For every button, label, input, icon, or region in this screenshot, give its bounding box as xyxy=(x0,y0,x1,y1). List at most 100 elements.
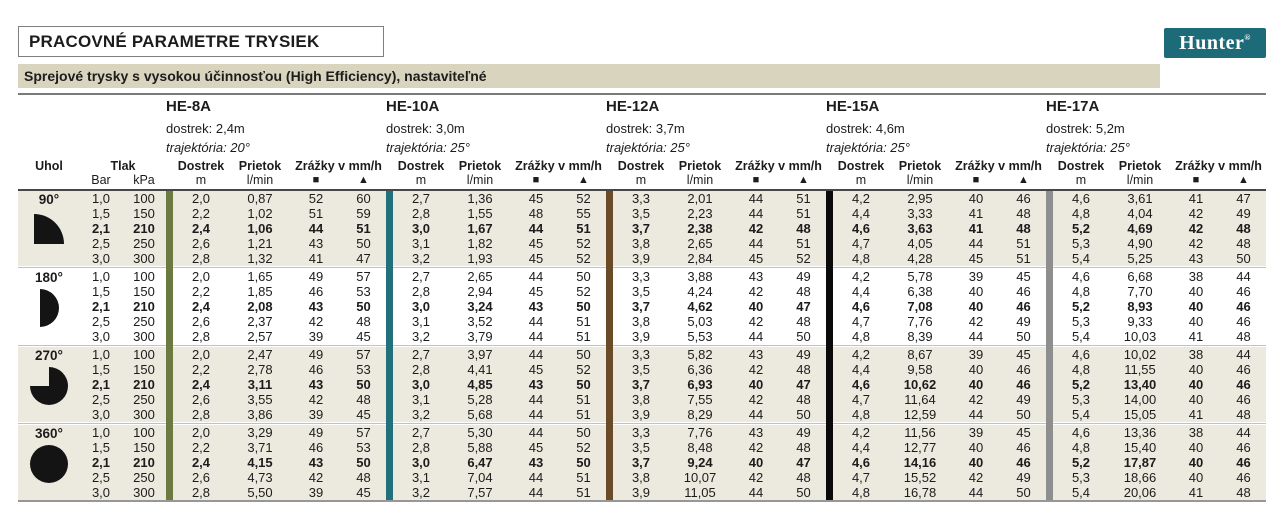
nozzle-range: dostrek: 5,2m xyxy=(1046,121,1125,136)
value-cell: 51 xyxy=(576,392,591,407)
value-cell: 47 xyxy=(1236,191,1251,206)
value-cell: 9,24 xyxy=(687,455,713,470)
value-cell: 2,8 xyxy=(191,329,211,344)
value-cell: 4,28 xyxy=(907,251,933,266)
value-cell: 3,9 xyxy=(631,485,651,500)
pressure-kpa-cell: 300 xyxy=(133,251,155,266)
value-cell: 48 xyxy=(528,206,544,221)
value-cell: 50 xyxy=(796,329,811,344)
value-cell: 4,7 xyxy=(851,314,871,329)
value-cell: 45 xyxy=(528,440,544,455)
nozzle-name: HE-10A xyxy=(386,98,440,115)
value-cell: 4,4 xyxy=(851,440,871,455)
band-divider xyxy=(18,422,1266,425)
value-cell: 3,1 xyxy=(411,470,431,485)
value-cell: 3,33 xyxy=(907,206,933,221)
value-cell: 48 xyxy=(1016,221,1031,236)
value-cell: 3,8 xyxy=(631,470,651,485)
value-cell: 42 xyxy=(748,221,764,236)
value-cell: 5,2 xyxy=(1071,455,1091,470)
value-cell: 5,4 xyxy=(1071,329,1091,344)
value-cell: 48 xyxy=(796,362,811,377)
value-cell: 2,0 xyxy=(191,347,211,362)
value-cell: 46 xyxy=(1016,377,1031,392)
value-cell: 38 xyxy=(1188,269,1204,284)
value-cell: 49 xyxy=(1016,314,1031,329)
value-cell: 5,50 xyxy=(247,485,273,500)
value-cell: 3,5 xyxy=(631,440,651,455)
value-cell: 44 xyxy=(528,314,544,329)
value-cell: 4,7 xyxy=(851,236,871,251)
band-divider xyxy=(18,344,1266,347)
value-cell: 40 xyxy=(968,455,984,470)
value-cell: 2,01 xyxy=(687,191,713,206)
value-cell: 2,65 xyxy=(467,269,493,284)
angle-cell: 90° xyxy=(18,191,80,266)
unit-m: m xyxy=(195,173,207,187)
value-cell: 2,6 xyxy=(191,392,211,407)
table-bottom-rule xyxy=(18,500,1266,502)
nozzle-name: HE-15A xyxy=(826,98,880,115)
registered-mark: ® xyxy=(1244,32,1251,42)
value-cell: 45 xyxy=(528,251,544,266)
value-cell: 4,62 xyxy=(687,299,713,314)
square-symbol-icon: ■ xyxy=(752,174,760,186)
value-cell: 5,30 xyxy=(467,425,493,440)
value-cell: 3,2 xyxy=(411,485,431,500)
value-cell: 44 xyxy=(748,191,764,206)
table-header: Uhol Tlak Bar kPa HE-8A dostrek: 2,4m traj… xyxy=(18,96,1266,189)
pressure-kpa-cell: 100 xyxy=(133,269,155,284)
value-cell: 40 xyxy=(748,377,764,392)
value-cell: 2,08 xyxy=(247,299,273,314)
value-cell: 15,52 xyxy=(903,470,937,485)
value-cell: 4,2 xyxy=(851,269,871,284)
value-cell: 3,29 xyxy=(247,425,273,440)
nozzle-trajectory: trajektória: 25° xyxy=(1046,140,1130,155)
value-cell: 1,32 xyxy=(247,251,273,266)
value-cell: 48 xyxy=(796,221,811,236)
value-cell: 48 xyxy=(1016,206,1031,221)
value-cell: 44 xyxy=(748,407,764,422)
value-cell: 3,0 xyxy=(411,377,431,392)
value-cell: 4,2 xyxy=(851,191,871,206)
square-symbol-icon: ■ xyxy=(532,174,540,186)
value-cell: 5,4 xyxy=(1071,251,1091,266)
value-cell: 7,55 xyxy=(687,392,713,407)
value-cell: 3,5 xyxy=(631,362,651,377)
value-cell: 42 xyxy=(748,362,764,377)
pressure-bar-cell: 1,5 xyxy=(91,440,111,455)
value-cell: 2,7 xyxy=(411,269,431,284)
value-cell: 3,5 xyxy=(631,284,651,299)
value-cell: 39 xyxy=(308,407,324,422)
pressure-kpa-cell: 150 xyxy=(133,284,155,299)
value-cell: 2,2 xyxy=(191,440,211,455)
value-cell: 55 xyxy=(576,206,591,221)
value-cell: 4,85 xyxy=(467,377,493,392)
pressure-kpa-cell: 300 xyxy=(133,329,155,344)
value-cell: 2,2 xyxy=(191,362,211,377)
value-cell: 2,4 xyxy=(191,377,211,392)
unit-bar: Bar xyxy=(91,173,111,187)
unit-lmin: l/min xyxy=(686,173,714,187)
value-cell: 48 xyxy=(796,284,811,299)
pressure-bar-cell: 2,5 xyxy=(91,392,111,407)
value-cell: 3,86 xyxy=(247,407,273,422)
value-cell: 5,88 xyxy=(467,440,493,455)
unit-kpa: kPa xyxy=(133,173,155,187)
col-header-dostrek: Dostrek xyxy=(397,159,445,173)
value-cell: 5,68 xyxy=(467,407,493,422)
subtitle-text: Sprejové trysky s vysokou účinnosťou (Hi… xyxy=(24,68,487,84)
value-cell: 2,84 xyxy=(687,251,713,266)
pressure-kpa-cell: 250 xyxy=(133,314,155,329)
value-cell: 2,8 xyxy=(411,284,431,299)
value-cell: 4,41 xyxy=(467,362,493,377)
value-cell: 50 xyxy=(1236,251,1251,266)
value-cell: 4,2 xyxy=(851,425,871,440)
value-cell: 43 xyxy=(528,455,544,470)
value-cell: 52 xyxy=(576,251,591,266)
value-cell: 2,7 xyxy=(411,425,431,440)
col-header-dostrek: Dostrek xyxy=(177,159,225,173)
value-cell: 48 xyxy=(1236,221,1251,236)
value-cell: 49 xyxy=(796,347,811,362)
